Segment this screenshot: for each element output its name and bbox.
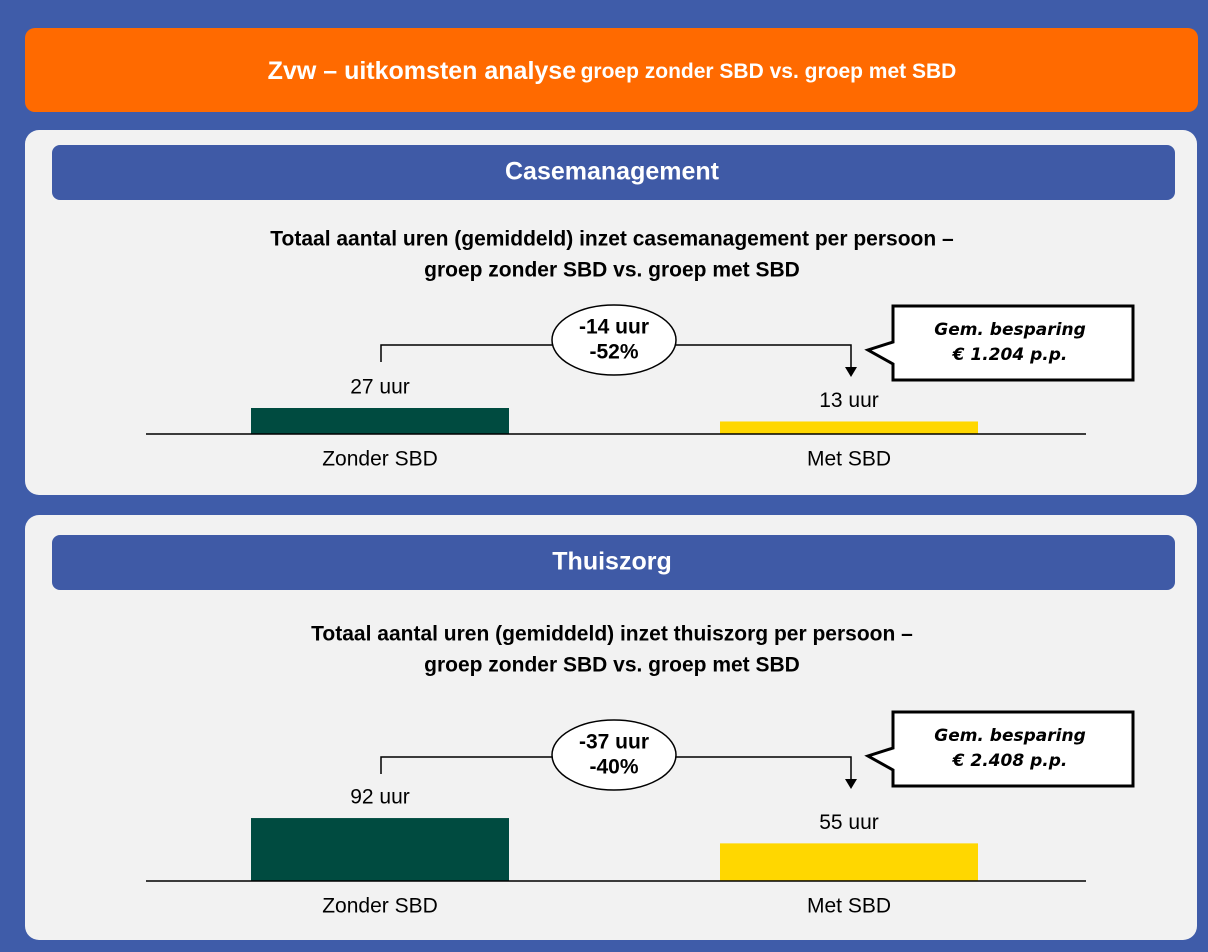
section-title: Casemanagement bbox=[505, 158, 720, 186]
callout-text: Gem. besparing bbox=[934, 320, 1086, 340]
change-bubble bbox=[551, 304, 677, 376]
bar bbox=[720, 843, 978, 881]
change-bubble bbox=[551, 719, 677, 791]
bar bbox=[251, 408, 509, 434]
chart-title: Totaal aantal uren (gemiddeld) inzet cas… bbox=[270, 228, 954, 251]
bar bbox=[720, 421, 978, 434]
category-label: Met SBD bbox=[807, 448, 891, 471]
callout-text: Gem. besparing bbox=[934, 726, 1086, 746]
category-label: Zonder SBD bbox=[322, 448, 438, 471]
change-label: -14 uur bbox=[579, 316, 649, 339]
callout-text: € 1.204 p.p. bbox=[952, 345, 1068, 365]
bar bbox=[251, 818, 509, 881]
chart-title: groep zonder SBD vs. groep met SBD bbox=[424, 654, 800, 677]
value-label: 92 uur bbox=[350, 786, 410, 809]
change-label: -52% bbox=[589, 341, 638, 364]
change-label: -37 uur bbox=[579, 731, 649, 754]
section-bar bbox=[52, 145, 1175, 200]
chart: Thuiszorg Totaal aantal uren (gemiddeld) … bbox=[52, 535, 1175, 918]
category-label: Zonder SBD bbox=[322, 895, 438, 918]
section-title: Thuiszorg bbox=[552, 548, 671, 576]
callout-box bbox=[864, 304, 1135, 382]
arrow-head bbox=[845, 367, 857, 377]
chart: Casemanagement Totaal aantal uren (gemidd… bbox=[52, 145, 1175, 471]
arrow-head bbox=[845, 779, 857, 789]
header-title: Zvw – uitkomsten analyse groep zonder SB… bbox=[268, 57, 957, 85]
section-bar bbox=[52, 535, 1175, 590]
change-label: -40% bbox=[589, 756, 638, 779]
value-label: 55 uur bbox=[819, 811, 879, 834]
header-bar bbox=[25, 28, 1198, 112]
chart-title: groep zonder SBD vs. groep met SBD bbox=[424, 259, 800, 282]
callout-text: € 2.408 p.p. bbox=[952, 751, 1068, 771]
header-title-suffix: groep zonder SBD vs. groep met SBD bbox=[581, 60, 957, 83]
value-label: 13 uur bbox=[819, 389, 879, 412]
header-title-main: Zvw – uitkomsten analyse bbox=[268, 57, 577, 85]
category-label: Met SBD bbox=[807, 895, 891, 918]
value-label: 27 uur bbox=[350, 376, 410, 399]
callout-box bbox=[864, 710, 1135, 788]
chart-title: Totaal aantal uren (gemiddeld) inzet thu… bbox=[311, 623, 913, 646]
